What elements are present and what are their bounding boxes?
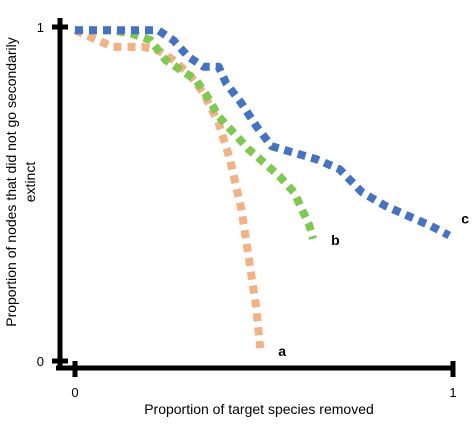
series-label-a: a <box>278 343 286 359</box>
series-label-b: b <box>331 232 340 248</box>
x-tick-label-0: 0 <box>71 385 78 400</box>
series-label-layer: a b c <box>278 211 469 360</box>
y-tick-label-1: 1 <box>37 20 44 35</box>
series-line-b <box>75 26 317 240</box>
y-axis-title-line2: extinct <box>22 162 38 203</box>
y-axis-title: Proportion of nodes that did not go seco… <box>3 37 19 327</box>
y-tick-label-0: 0 <box>37 354 44 369</box>
x-tick-label-1: 1 <box>449 385 456 400</box>
series-line-a <box>73 26 265 349</box>
tick-layer: 0 1 0 1 <box>37 20 457 400</box>
x-axis-title: Proportion of target species removed <box>144 401 374 417</box>
series-label-c: c <box>461 211 469 227</box>
series-line-c <box>75 26 452 240</box>
series-layer <box>73 26 452 349</box>
